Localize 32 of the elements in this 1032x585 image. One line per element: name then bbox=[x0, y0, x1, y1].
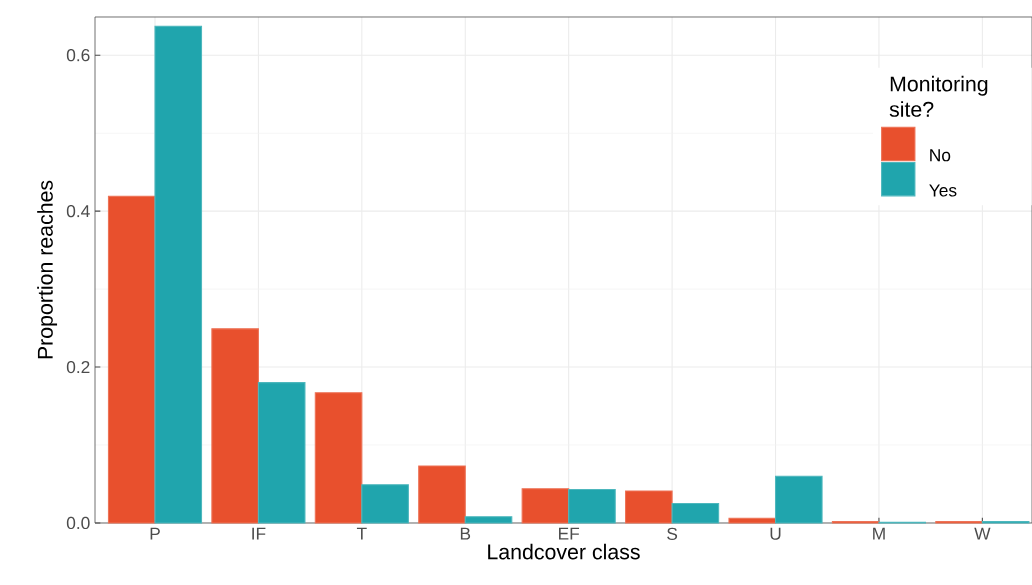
bar bbox=[418, 465, 466, 524]
x-tick-label: T bbox=[356, 527, 367, 540]
bar bbox=[625, 490, 673, 524]
x-tick-label: IF bbox=[252, 527, 266, 540]
legend-label: No bbox=[930, 149, 951, 162]
bar bbox=[728, 517, 777, 524]
x-tick-label: M bbox=[873, 527, 885, 540]
bar bbox=[107, 195, 156, 524]
bar bbox=[568, 488, 616, 524]
y-tick-label: 0.0 bbox=[66, 516, 90, 530]
x-tick-label: W bbox=[974, 527, 991, 540]
x-axis-title: Landcover class bbox=[488, 543, 640, 560]
bar bbox=[774, 475, 823, 524]
x-tick-label: P bbox=[150, 527, 160, 540]
bar bbox=[361, 484, 409, 524]
bar bbox=[154, 25, 203, 524]
legend-title: Monitoring site? bbox=[889, 75, 988, 117]
bar bbox=[314, 392, 363, 524]
y-tick-label: 0.2 bbox=[66, 360, 90, 374]
legend-label: Yes bbox=[929, 184, 957, 197]
bar bbox=[464, 516, 513, 524]
x-tick-label: EF bbox=[559, 527, 580, 540]
x-tick-label: U bbox=[770, 527, 781, 540]
x-tick-label: S bbox=[667, 527, 678, 540]
y-axis-title: Proportion reaches bbox=[37, 180, 58, 359]
x-tick-label: B bbox=[460, 527, 471, 540]
bar bbox=[257, 382, 306, 524]
bar bbox=[521, 488, 570, 524]
bar bbox=[671, 502, 720, 524]
bar bbox=[211, 328, 259, 524]
y-tick-label: 0.4 bbox=[66, 204, 90, 218]
y-tick-label: 0.6 bbox=[66, 49, 90, 62]
